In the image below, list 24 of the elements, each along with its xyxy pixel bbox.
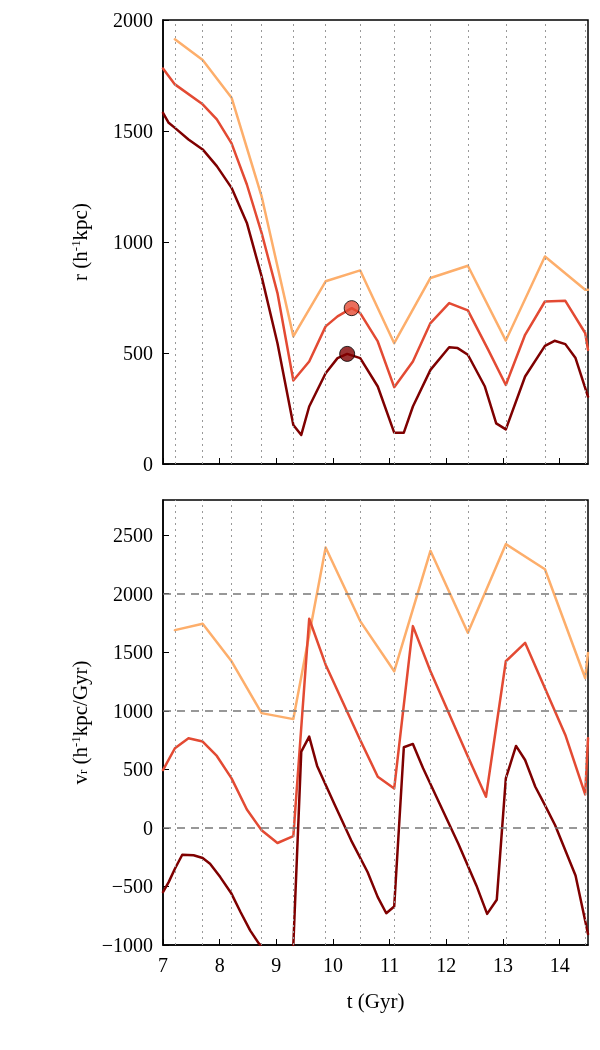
y-tick-label: 0 [143,453,153,475]
y-tick-label: −500 [111,875,153,898]
x-tick-label: 7 [158,954,168,976]
x-tick-label: 11 [380,954,400,976]
y-tick-label: 2500 [113,524,153,547]
y-tick-label: 2000 [113,582,153,605]
x-tick-label: 14 [549,954,570,976]
x-tick-label: 10 [323,954,343,976]
y-axis-title: vr (h-1kpc/Gyr) [68,660,92,785]
y-tick-label: 500 [123,342,153,364]
y-tick-label: 2000 [113,9,153,31]
y-axis-title: r (h-1kpc) [68,203,92,281]
y-tick-label: 1000 [113,231,153,253]
y-tick-label: 1500 [113,120,153,142]
y-tick-label: 0 [143,816,153,839]
y-tick-label: −1000 [101,934,153,956]
x-tick-label: 8 [214,954,225,976]
x-tick-label: 12 [436,954,457,976]
x-axis-title: t (Gyr) [346,988,405,1013]
y-tick-label: 500 [123,758,153,781]
y-tick-label: 1000 [113,699,153,722]
x-tick-label: 9 [271,954,282,976]
x-tick-label: 13 [493,954,513,976]
y-tick-label: 1500 [113,641,153,664]
